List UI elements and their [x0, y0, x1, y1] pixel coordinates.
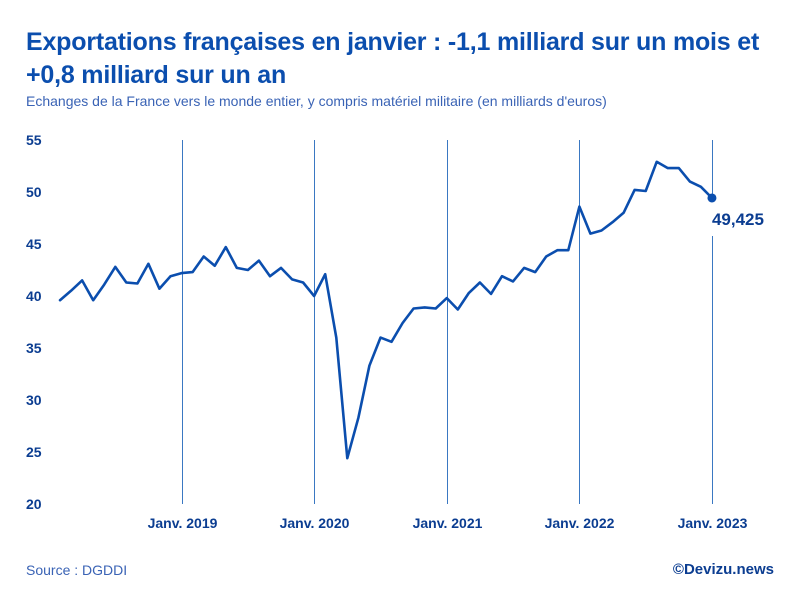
last-value-label: 49,425 [712, 210, 764, 229]
chart-title: Exportations françaises en janvier : -1,… [26, 28, 760, 89]
source-note: Source : DGDDI [26, 562, 128, 578]
y-tick-label: 55 [26, 132, 42, 148]
last-value-annotation: 49,425 [707, 193, 764, 229]
y-tick-label: 35 [26, 340, 42, 356]
x-axis: Janv. 2019 Janv. 2020 Janv. 2021 Janv. 2022… [148, 515, 748, 531]
x-tick-label: Janv. 2023 [678, 515, 748, 531]
x-tick-label: Janv. 2020 [280, 515, 350, 531]
brand-credit: ©Devizu.news [672, 561, 774, 578]
y-tick-label: 50 [26, 184, 42, 200]
y-tick-label: 45 [26, 236, 42, 252]
y-tick-label: 40 [26, 288, 42, 304]
series-line [58, 160, 714, 460]
series-exportations [58, 160, 714, 460]
chart-subtitle: Echanges de la France vers le monde enti… [26, 93, 607, 109]
last-point-marker [707, 193, 717, 203]
y-tick-label: 30 [26, 392, 42, 408]
y-tick-label: 25 [26, 444, 42, 460]
y-axis: 20 25 30 35 40 45 50 55 [26, 132, 42, 512]
x-tick-label: Janv. 2019 [148, 515, 218, 531]
x-tick-label: Janv. 2021 [413, 515, 483, 531]
x-tick-label: Janv. 2022 [545, 515, 615, 531]
y-tick-label: 20 [26, 496, 42, 512]
year-markers [182, 140, 713, 504]
